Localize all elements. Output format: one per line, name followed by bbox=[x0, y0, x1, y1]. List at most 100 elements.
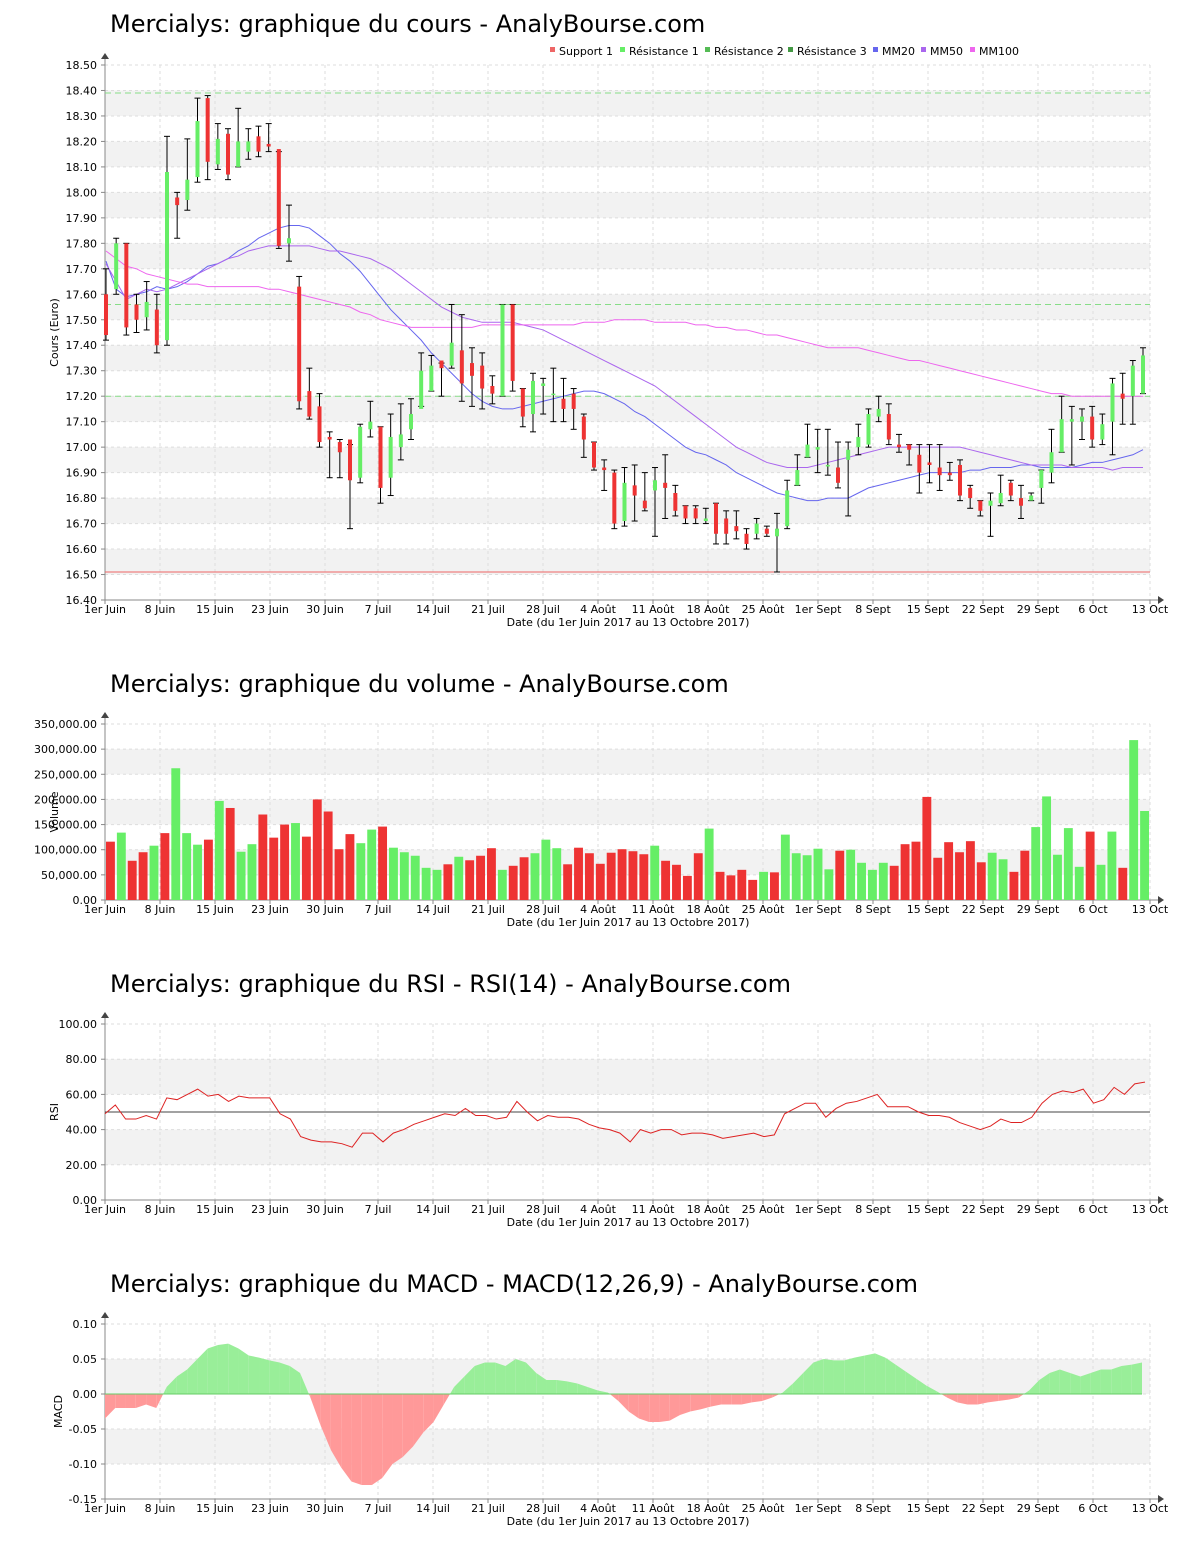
candle-body bbox=[998, 493, 1003, 504]
volume-bar bbox=[976, 862, 986, 900]
x-tick-label: 28 Juil bbox=[526, 603, 560, 616]
volume-bar bbox=[933, 857, 943, 900]
macd-area bbox=[792, 1373, 804, 1394]
macd-area bbox=[125, 1394, 136, 1408]
x-tick-label: 14 Juil bbox=[416, 903, 450, 916]
candle-body bbox=[775, 528, 779, 537]
x-tick-label: 8 Sept bbox=[855, 603, 891, 616]
candle-body bbox=[632, 485, 637, 496]
macd-area bbox=[341, 1394, 352, 1482]
candle-body bbox=[785, 490, 790, 527]
candle-body bbox=[886, 414, 891, 440]
y-tick-label: 0.05 bbox=[73, 1353, 98, 1366]
x-tick-label: 30 Juin bbox=[306, 603, 344, 616]
x-tick-label: 23 Juin bbox=[251, 603, 289, 616]
x-tick-label: 11 Août bbox=[632, 903, 676, 916]
candle-body bbox=[876, 408, 881, 417]
volume-bar bbox=[770, 872, 779, 900]
y-tick-label: 300,000.00 bbox=[34, 743, 97, 756]
x-tick-label: 22 Sept bbox=[962, 903, 1005, 916]
x-tick-label: 1er Sept bbox=[795, 603, 843, 616]
x-tick-label: 25 Août bbox=[742, 903, 786, 916]
x-tick-label: 15 Juin bbox=[196, 603, 234, 616]
macd-area bbox=[679, 1394, 691, 1415]
rsi-chart: 0.00 20.00 40.00 60.00 80.00 100.00 1er Juin 8 … bbox=[48, 1012, 1169, 1229]
volume-bar bbox=[171, 768, 181, 900]
macd-area bbox=[115, 1394, 126, 1408]
macd-area bbox=[156, 1394, 164, 1408]
macd-area bbox=[628, 1394, 639, 1419]
y-tick-label: 0.00 bbox=[73, 1388, 98, 1401]
macd-area bbox=[1029, 1380, 1040, 1394]
candle-body bbox=[1039, 470, 1044, 488]
macd-area bbox=[371, 1394, 383, 1485]
candle-body bbox=[1110, 383, 1115, 422]
candle-body bbox=[297, 286, 302, 402]
macd-area bbox=[864, 1353, 876, 1394]
legend-swatch bbox=[788, 47, 793, 52]
x-tick-label: 1er Sept bbox=[795, 1502, 843, 1515]
macd-area bbox=[1080, 1373, 1091, 1394]
macd-area bbox=[741, 1394, 752, 1405]
volume-bar bbox=[726, 875, 736, 900]
macd-area bbox=[844, 1357, 855, 1394]
volume-bar bbox=[878, 862, 888, 900]
macd-area bbox=[1090, 1369, 1101, 1394]
y-tick-label: 150,000.00 bbox=[34, 819, 97, 832]
y-tick-label: 100.00 bbox=[59, 1018, 98, 1031]
volume-bar bbox=[846, 849, 856, 900]
macd-area bbox=[1049, 1369, 1060, 1394]
macd-area bbox=[957, 1394, 968, 1405]
candle-body bbox=[459, 350, 464, 384]
candle-body bbox=[602, 467, 607, 471]
x-tick-label: 8 Sept bbox=[855, 1502, 891, 1515]
y-tick-label: 17.40 bbox=[66, 339, 98, 352]
y-tick-label: 18.20 bbox=[66, 135, 98, 148]
volume-bar bbox=[410, 855, 420, 900]
rsi-chart-title: Mercialys: graphique du RSI - RSI(14) - … bbox=[110, 970, 791, 998]
x-tick-label: 23 Juin bbox=[251, 1203, 289, 1216]
macd-area bbox=[505, 1359, 516, 1394]
x-tick-label: 13 Oct bbox=[1132, 603, 1169, 616]
legend-item: Support 1 bbox=[559, 45, 613, 58]
volume-bar bbox=[987, 852, 997, 900]
x-tick-label: 15 Sept bbox=[907, 603, 950, 616]
volume-bar bbox=[628, 851, 638, 900]
volume-chart-title: Mercialys: graphique du volume - AnalyBo… bbox=[110, 670, 729, 698]
candle-body bbox=[592, 442, 596, 468]
volume-bar bbox=[193, 844, 202, 900]
macd-area bbox=[176, 1369, 188, 1394]
macd-area bbox=[423, 1394, 434, 1433]
candle-body bbox=[317, 406, 322, 443]
candle-body bbox=[1019, 498, 1023, 506]
x-tick-label: 15 Juin bbox=[196, 1203, 234, 1216]
macd-area bbox=[597, 1390, 609, 1394]
x-tick-label: 25 Août bbox=[742, 1502, 786, 1515]
candle-body bbox=[805, 444, 810, 458]
macd-area bbox=[238, 1348, 249, 1394]
macd-area bbox=[300, 1373, 309, 1394]
macd-area bbox=[310, 1394, 321, 1426]
macd-area bbox=[710, 1394, 722, 1407]
macd-area bbox=[690, 1394, 701, 1412]
candle-body bbox=[215, 138, 220, 165]
x-axis-label: Date (du 1er Juin 2017 au 13 Octobre 201… bbox=[507, 1216, 750, 1229]
volume-bar bbox=[203, 839, 213, 900]
x-tick-label: 1er Juin bbox=[84, 1502, 126, 1515]
y-tick-label: 18.30 bbox=[66, 110, 98, 123]
mm100-line bbox=[105, 250, 1143, 397]
macd-area bbox=[464, 1366, 475, 1394]
macd-chart-title: Mercialys: graphique du MACD - MACD(12,2… bbox=[110, 1270, 918, 1298]
x-tick-label: 28 Juil bbox=[526, 1203, 560, 1216]
x-tick-label: 8 Juin bbox=[145, 1502, 176, 1515]
volume-bar bbox=[280, 824, 290, 900]
macd-area bbox=[936, 1391, 942, 1394]
candle-body bbox=[581, 416, 586, 440]
legend-swatch bbox=[620, 47, 625, 52]
volume-bar bbox=[693, 853, 703, 900]
macd-area bbox=[905, 1371, 917, 1394]
y-tick-label: -0.15 bbox=[69, 1493, 97, 1506]
candle-body bbox=[266, 143, 271, 147]
candle-body bbox=[368, 421, 373, 430]
macd-area bbox=[782, 1383, 793, 1394]
